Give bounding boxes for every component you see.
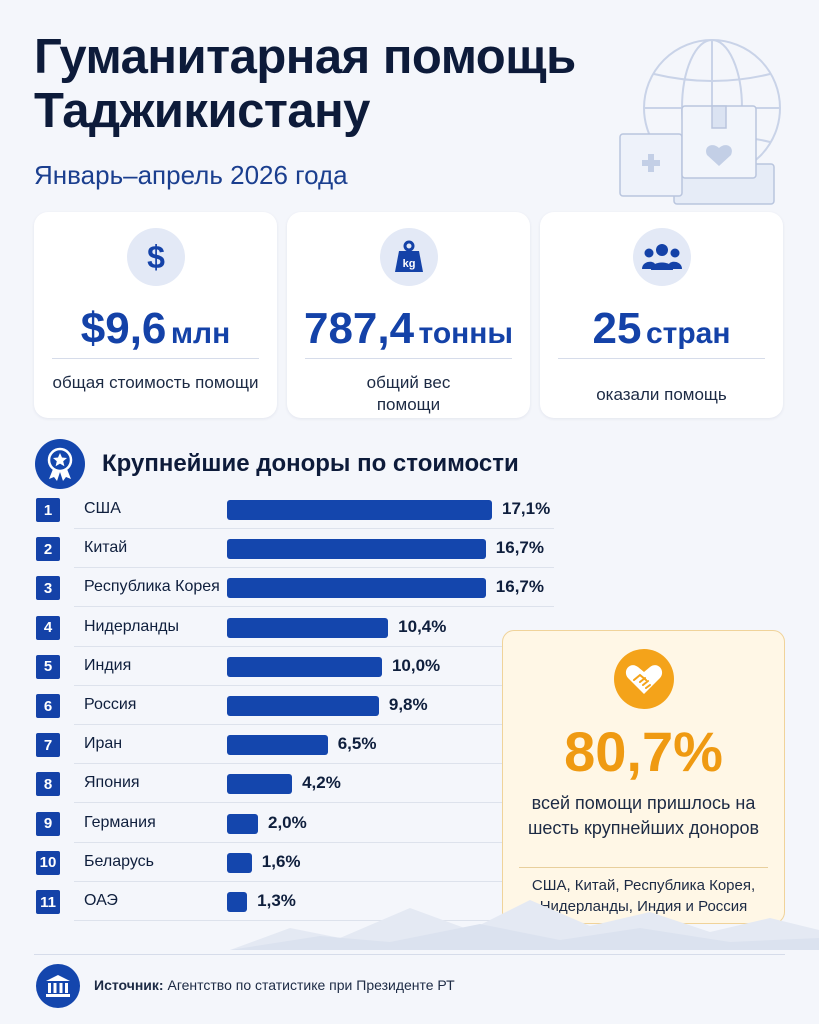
donor-bar: [227, 656, 382, 677]
row-divider: [74, 645, 554, 647]
donor-bar: [227, 539, 486, 560]
row-divider: [74, 684, 554, 686]
highlight-donor-list: США, Китай, Республика Корея, Нидерланды…: [531, 877, 756, 915]
donor-value-label: 9,8%: [388, 695, 428, 714]
row-divider: [74, 528, 554, 529]
donor-value-label: 10,4%: [398, 616, 447, 636]
page-subtitle: Январь–апрель 2026 года: [34, 160, 348, 190]
row-divider: [74, 724, 554, 725]
divider: [558, 358, 765, 359]
source-note: Источник: Агентство по статистике при Пр…: [94, 977, 455, 993]
row-divider: [74, 567, 554, 569]
donor-value-label: 6,5%: [337, 734, 377, 754]
donor-value-label: 1,3%: [257, 891, 296, 910]
donor-bar: [227, 735, 328, 756]
divider: [519, 867, 768, 868]
donor-name: Россия: [84, 696, 137, 713]
row-divider: [74, 920, 554, 921]
donor-rank: 3: [36, 576, 60, 601]
donor-row: 2 Китай 16,7%: [34, 533, 554, 569]
highlight-value: 80,7%: [564, 720, 723, 783]
donor-value-label: 4,2%: [302, 773, 341, 793]
mountains-decoration: [230, 900, 819, 950]
donor-row: 11 ОАЭ 1,3%: [34, 886, 554, 922]
donor-name: Иран: [84, 735, 123, 753]
donor-row: 5 Индия 10,0%: [34, 651, 554, 687]
stat-caption: общий вес помощи: [366, 373, 451, 414]
donor-value-label: 10,0%: [391, 655, 441, 675]
donor-bar: [227, 774, 293, 795]
highlight-card: 80,7% всей помощи пришлось на шесть круп…: [502, 630, 785, 924]
donor-row: 3 Республика Корея 16,7%: [34, 572, 554, 608]
donor-value-label: 1,6%: [261, 851, 301, 871]
stat-card-countries: 25 стран оказали помощь: [540, 212, 783, 418]
donor-bar: [227, 852, 252, 873]
donor-rank: 1: [36, 498, 60, 522]
donor-row: 9 Германия 2,0%: [34, 808, 554, 844]
row-divider: [74, 841, 554, 843]
row-divider: [74, 880, 554, 882]
donor-value-label: 2,0%: [267, 812, 307, 832]
donor-rank: 9: [36, 811, 60, 836]
donor-name: Китай: [84, 539, 128, 557]
donor-name: Индия: [84, 656, 132, 674]
stat-card-weight: kg 787,4 тонны общий вес помощи: [287, 212, 530, 418]
donor-bar: [227, 500, 492, 520]
donor-rank: 10: [36, 850, 60, 875]
donor-name: Германия: [84, 813, 156, 831]
donor-rank: 11: [36, 890, 60, 914]
donor-value-label: 16,7%: [495, 538, 544, 558]
donor-rank: 8: [36, 772, 60, 797]
stat-caption: общая стоимость помощи: [52, 373, 259, 392]
row-divider: [74, 802, 554, 804]
donor-rank: 2: [36, 537, 60, 562]
donor-rank: 4: [36, 615, 60, 640]
highlight-description: всей помощи пришлось на шесть крупнейших…: [527, 793, 760, 838]
donor-name: США: [84, 500, 121, 517]
donor-bar: [227, 617, 389, 638]
donor-row: 7 Иран 6,5%: [34, 729, 554, 765]
donor-bar: [227, 696, 379, 716]
donor-bar: [227, 813, 258, 834]
people-icon: [632, 228, 691, 286]
footer-divider: [34, 954, 785, 955]
donor-row: 10 Беларусь 1,6%: [34, 847, 554, 883]
donor-value-label: 17,1%: [502, 499, 551, 518]
chart-title: Крупнейшие доноры по стоимости: [102, 450, 519, 477]
stat-value: 25 стран: [592, 304, 731, 353]
divider: [52, 358, 259, 359]
donor-bar: [227, 892, 248, 912]
svg-text:$: $: [147, 240, 165, 274]
donor-name: ОАЭ: [84, 892, 118, 909]
stat-caption: оказали помощь: [596, 385, 727, 404]
donor-row: 1 США 17,1%: [34, 494, 554, 530]
donor-row: 4 Нидерланды 10,4%: [34, 612, 554, 648]
donor-bar: [227, 578, 486, 599]
stat-value: 787,4 тонны: [303, 304, 514, 353]
divider: [305, 358, 512, 359]
donor-row: 8 Япония 4,2%: [34, 768, 554, 804]
donor-rank: 7: [36, 733, 60, 758]
row-divider: [74, 606, 554, 608]
award-badge-icon: [35, 439, 85, 489]
donor-rank: 5: [36, 654, 60, 679]
donor-rank: 6: [36, 694, 60, 718]
donor-name: Беларусь: [84, 852, 154, 870]
donor-value-label: 16,7%: [495, 577, 544, 597]
government-building-icon: [36, 964, 80, 1008]
row-divider: [74, 763, 554, 765]
stat-card-value: $ $9,6 млн общая стоимость помощи: [34, 212, 277, 418]
donor-row: 6 Россия 9,8%: [34, 690, 554, 726]
aid-boxes-globe-icon: [619, 39, 781, 205]
page-title: Гуманитарная помощь Таджикистану: [34, 30, 576, 138]
handshake-icon: [613, 649, 674, 709]
donor-name: Япония: [84, 774, 140, 792]
weight-icon: kg: [379, 228, 438, 286]
dollar-icon: $: [126, 228, 185, 286]
svg-text:kg: kg: [402, 258, 415, 270]
donor-name: Нидерланды: [84, 617, 179, 635]
donor-name: Республика Корея: [84, 578, 220, 596]
stat-value: $9,6 млн: [80, 304, 231, 353]
